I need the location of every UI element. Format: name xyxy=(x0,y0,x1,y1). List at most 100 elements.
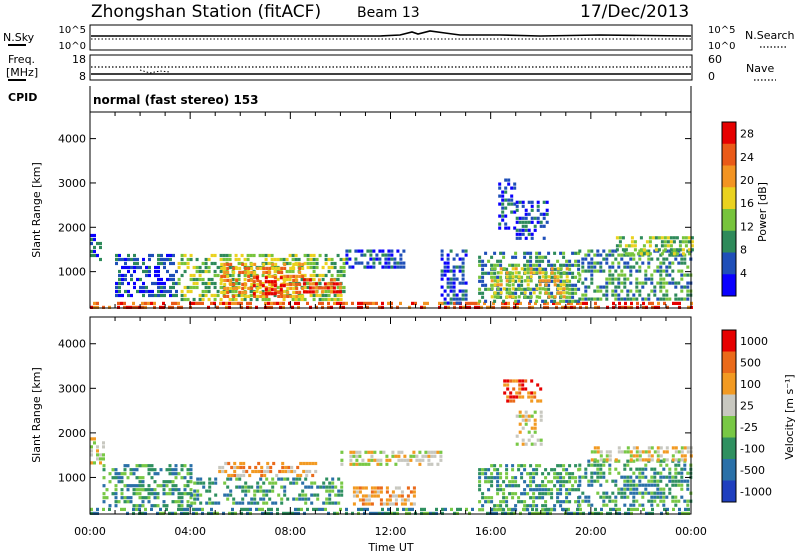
power-data-cell xyxy=(659,281,663,285)
velocity-data-cell xyxy=(379,458,383,462)
power-data-cell xyxy=(378,249,382,253)
power-data-cell xyxy=(378,261,382,265)
power-data-cell xyxy=(204,257,208,262)
power-data-cell xyxy=(264,301,267,305)
power-data-cell xyxy=(130,265,133,270)
power-data-cell xyxy=(517,287,521,291)
power-data-cell xyxy=(301,286,305,290)
power-data-cell xyxy=(461,265,465,269)
velocity-data-cell xyxy=(352,454,356,458)
velocity-data-cell xyxy=(96,511,99,515)
velocity-data-cell xyxy=(444,507,447,511)
power-data-cell xyxy=(118,269,121,274)
velocity-data-cell xyxy=(481,492,485,496)
velocity-data-cell xyxy=(520,500,524,504)
velocity-data-cell xyxy=(496,488,500,492)
power-data-cell xyxy=(526,275,530,279)
power-data-cell xyxy=(681,252,685,256)
power-data-cell xyxy=(538,251,542,255)
velocity-data-cell xyxy=(490,484,494,488)
velocity-data-cell xyxy=(647,458,651,462)
power-colorbar-segment xyxy=(722,230,736,253)
cpid-label: CPID xyxy=(8,91,37,104)
velocity-data-cell xyxy=(515,391,519,395)
velocity-data-cell xyxy=(180,500,184,504)
power-data-cell xyxy=(514,251,518,255)
power-data-cell xyxy=(621,248,625,252)
power-data-cell xyxy=(605,293,609,297)
power-data-cell xyxy=(539,224,543,228)
velocity-data-cell xyxy=(614,499,618,503)
power-data-cell xyxy=(207,289,211,294)
velocity-data-cell xyxy=(246,511,249,515)
power-data-cell xyxy=(626,265,630,269)
power-data-cell xyxy=(446,277,450,281)
velocity-data-cell xyxy=(510,511,513,515)
velocity-data-cell xyxy=(250,501,254,505)
power-colorbar-tick-label: 24 xyxy=(740,151,754,164)
power-data-cell xyxy=(148,257,151,262)
power-data-cell xyxy=(139,265,142,270)
velocity-data-cell xyxy=(611,491,615,495)
power-data-cell xyxy=(295,262,299,266)
velocity-data-cell xyxy=(138,496,142,500)
power-data-cell xyxy=(225,305,228,309)
velocity-data-cell xyxy=(641,491,645,495)
velocity-data-cell xyxy=(195,511,198,515)
power-data-cell xyxy=(93,237,96,242)
power-data-cell xyxy=(312,257,316,262)
velocity-data-cell xyxy=(144,496,148,500)
power-data-cell xyxy=(162,301,165,305)
velocity-data-cell xyxy=(629,450,633,454)
velocity-data-cell xyxy=(499,472,503,476)
power-data-cell xyxy=(229,262,233,266)
velocity-data-cell xyxy=(177,492,181,496)
power-data-cell xyxy=(686,293,690,297)
power-data-cell xyxy=(559,275,563,279)
velocity-data-cell xyxy=(547,488,551,492)
power-data-cell xyxy=(547,287,551,291)
power-data-cell xyxy=(228,289,232,294)
velocity-data-cell xyxy=(147,464,151,468)
velocity-data-cell xyxy=(556,496,560,500)
power-data-cell xyxy=(541,299,545,303)
power-data-cell xyxy=(507,182,511,186)
velocity-data-cell xyxy=(509,395,513,399)
velocity-data-cell xyxy=(403,502,407,506)
power-data-cell xyxy=(289,274,293,278)
power-data-cell xyxy=(590,261,594,265)
velocity-data-cell xyxy=(577,500,581,504)
power-data-cell xyxy=(568,291,572,295)
power-data-cell xyxy=(464,289,468,293)
power-data-cell xyxy=(90,237,93,242)
power-data-cell xyxy=(666,236,670,240)
power-data-cell xyxy=(446,253,450,257)
power-data-cell xyxy=(201,281,205,286)
velocity-data-cell xyxy=(427,454,431,458)
velocity-data-cell xyxy=(686,479,690,483)
power-data-cell xyxy=(593,261,597,265)
power-data-cell xyxy=(189,277,193,282)
power-data-cell xyxy=(636,301,639,305)
velocity-data-cell xyxy=(602,491,606,495)
power-data-cell xyxy=(514,263,518,267)
power-data-cell xyxy=(529,299,533,303)
power-data-cell xyxy=(315,265,319,270)
velocity-data-cell xyxy=(635,499,639,503)
velocity-data-cell xyxy=(530,442,534,446)
velocity-data-cell xyxy=(199,493,203,497)
power-data-cell xyxy=(387,257,391,261)
power-data-cell xyxy=(213,301,216,305)
power-data-cell xyxy=(593,297,597,301)
power-data-cell xyxy=(160,281,163,286)
power-data-cell xyxy=(526,279,530,283)
power-data-cell xyxy=(574,287,578,291)
velocity-data-cell xyxy=(349,458,353,462)
power-data-cell xyxy=(357,261,361,265)
velocity-data-cell xyxy=(590,458,594,462)
power-data-cell xyxy=(338,286,342,290)
velocity-data-cell xyxy=(668,471,672,475)
power-data-cell xyxy=(354,261,358,265)
velocity-data-cell xyxy=(514,484,518,488)
velocity-data-cell xyxy=(519,511,522,515)
